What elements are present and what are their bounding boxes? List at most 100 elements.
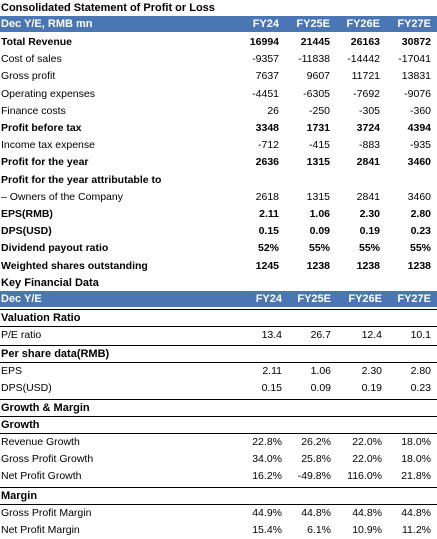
row-label: P/E ratio xyxy=(1,329,42,341)
row-label: DPS(USD) xyxy=(1,382,52,394)
cell-fy25e: -49.8% xyxy=(297,470,331,482)
cell-fy24: 2.11 xyxy=(262,365,282,377)
table-row: DPS(USD) 0.15 0.09 0.19 0.23 xyxy=(0,380,437,397)
valuation-ratio-heading: Valuation Ratio xyxy=(0,309,437,327)
row-label: Operating expenses xyxy=(1,87,95,100)
cell-fy25e: 1315 xyxy=(306,190,330,203)
table-row: Total Revenue 16994 21445 26163 30872 xyxy=(0,34,437,51)
cell-fy26e: 2.30 xyxy=(361,365,382,377)
cell-fy25e: 1731 xyxy=(306,122,330,134)
valuation-ratio-label: Valuation Ratio xyxy=(1,312,81,324)
row-label: Weighted shares outstanding xyxy=(1,259,148,272)
row-label: Profit before tax xyxy=(1,122,82,134)
cell-fy26e: 22.0% xyxy=(352,453,382,465)
cell-fy24: 44.9% xyxy=(252,507,282,519)
cell-fy26e: -14442 xyxy=(347,53,380,66)
cell-fy27e: 21.8% xyxy=(401,470,431,482)
cell-fy24: -9357 xyxy=(252,53,279,66)
key-data-year-fy24: FY24 xyxy=(255,293,282,305)
cell-fy24: 13.4 xyxy=(261,329,282,341)
row-label: Finance costs xyxy=(1,104,66,117)
cell-fy27e: 4394 xyxy=(407,122,431,134)
table-row: DPS(USD) 0.15 0.09 0.19 0.23 xyxy=(0,223,437,240)
cell-fy26e: 11721 xyxy=(351,70,380,83)
cell-fy26e: 2841 xyxy=(356,190,380,203)
table-row: P/E ratio 13.4 26.7 12.4 10.1 xyxy=(0,327,437,344)
cell-fy24: -712 xyxy=(257,139,279,152)
cell-fy25e: 26.2% xyxy=(301,436,331,448)
divider xyxy=(0,433,437,434)
cell-fy27e: 3460 xyxy=(407,156,431,169)
cell-fy27e: -935 xyxy=(409,139,431,152)
key-data-header-bar: Dec Y/E FY24 FY25E FY26E FY27E xyxy=(0,291,437,307)
row-label: – Owners of the Company xyxy=(1,190,123,203)
cell-fy24: 7637 xyxy=(255,70,279,83)
statement-title: Consolidated Statement of Profit or Loss xyxy=(1,2,215,14)
row-label: Total Revenue xyxy=(1,36,72,48)
table-row: Dividend payout ratio 52% 55% 55% 55% xyxy=(0,240,437,257)
cell-fy27e: 0.23 xyxy=(410,382,431,394)
cell-fy24: 0.15 xyxy=(258,225,279,238)
cell-fy27e: -360 xyxy=(409,104,431,117)
cell-fy25e: 0.09 xyxy=(309,225,330,238)
cell-fy25e: 25.8% xyxy=(301,453,331,465)
margin-label: Margin xyxy=(1,490,38,502)
cell-fy24: 2636 xyxy=(255,156,279,169)
statement-year-fy24: FY24 xyxy=(252,18,279,30)
divider xyxy=(0,326,437,327)
row-label: EPS(RMB) xyxy=(1,208,53,220)
cell-fy27e: 30872 xyxy=(401,36,431,48)
row-label: Net Profit Growth xyxy=(1,470,82,482)
table-row: Net Profit Margin 15.4% 6.1% 10.9% 11.2% xyxy=(0,522,437,539)
cell-fy25e: 1.06 xyxy=(309,208,330,220)
growth-heading: Growth xyxy=(0,416,437,434)
cell-fy26e: 116.0% xyxy=(347,470,382,482)
table-row: Finance costs 26 -250 -305 -360 xyxy=(0,103,437,120)
cell-fy26e: 0.19 xyxy=(361,382,382,394)
statement-header-bar: Dec Y/E, RMB mn FY24 FY25E FY26E FY27E xyxy=(0,16,437,32)
cell-fy27e: 18.0% xyxy=(401,436,431,448)
cell-fy27e: 44.8% xyxy=(401,507,431,519)
table-row: Net Profit Growth 16.2% -49.8% 116.0% 21.8% xyxy=(0,468,437,485)
cell-fy25e: 1238 xyxy=(306,259,330,272)
cell-fy26e: -305 xyxy=(358,104,380,117)
cell-fy24: 15.4% xyxy=(252,524,282,536)
row-label: Gross profit xyxy=(1,70,56,83)
table-row: EPS(RMB) 2.11 1.06 2.30 2.80 xyxy=(0,206,437,223)
statement-header-label: Dec Y/E, RMB mn xyxy=(1,18,93,30)
cell-fy26e: 55% xyxy=(358,242,380,255)
table-row: Profit before tax 3348 1731 3724 4394 xyxy=(0,120,437,137)
cell-fy25e: 26.7 xyxy=(310,329,331,341)
cell-fy25e: -6305 xyxy=(303,87,330,100)
row-label: Profit for the year attributable to xyxy=(1,173,162,186)
cell-fy25e: -11838 xyxy=(298,53,330,66)
cell-fy26e: 1238 xyxy=(356,259,380,272)
table-row: Profit for the year attributable to xyxy=(0,172,437,189)
row-label: Cost of sales xyxy=(1,53,62,66)
cell-fy27e: -17041 xyxy=(398,53,431,66)
row-label: Dividend payout ratio xyxy=(1,242,109,255)
cell-fy25e: 1315 xyxy=(306,156,330,169)
cell-fy25e: 21445 xyxy=(300,36,330,48)
cell-fy25e: 6.1% xyxy=(307,524,331,536)
cell-fy24: 34.0% xyxy=(252,453,282,465)
table-row: Gross Profit Margin 44.9% 44.8% 44.8% 44.8% xyxy=(0,505,437,522)
cell-fy27e: 3460 xyxy=(407,190,431,203)
cell-fy24: 2.11 xyxy=(259,208,279,220)
row-label: EPS xyxy=(1,365,23,377)
row-label: Profit for the year xyxy=(1,156,89,169)
key-data-title: Key Financial Data xyxy=(1,277,99,289)
divider xyxy=(0,504,437,505)
cell-fy24: 16.2% xyxy=(252,470,282,482)
growth-margin-label: Growth & Margin xyxy=(1,402,90,414)
table-row: EPS 2.11 1.06 2.30 2.80 xyxy=(0,363,437,380)
cell-fy25e: -415 xyxy=(308,139,330,152)
cell-fy26e: 44.8% xyxy=(352,507,382,519)
cell-fy24: 22.8% xyxy=(252,436,282,448)
table-row: Weighted shares outstanding 1245 1238 1238 1… xyxy=(0,258,437,275)
key-data-year-fy26e: FY26E xyxy=(348,293,382,305)
cell-fy25e: 0.09 xyxy=(310,382,331,394)
cell-fy27e: 2.80 xyxy=(410,365,431,377)
per-share-heading: Per share data(RMB) xyxy=(0,345,437,363)
row-label: Gross Profit Growth xyxy=(1,453,94,465)
